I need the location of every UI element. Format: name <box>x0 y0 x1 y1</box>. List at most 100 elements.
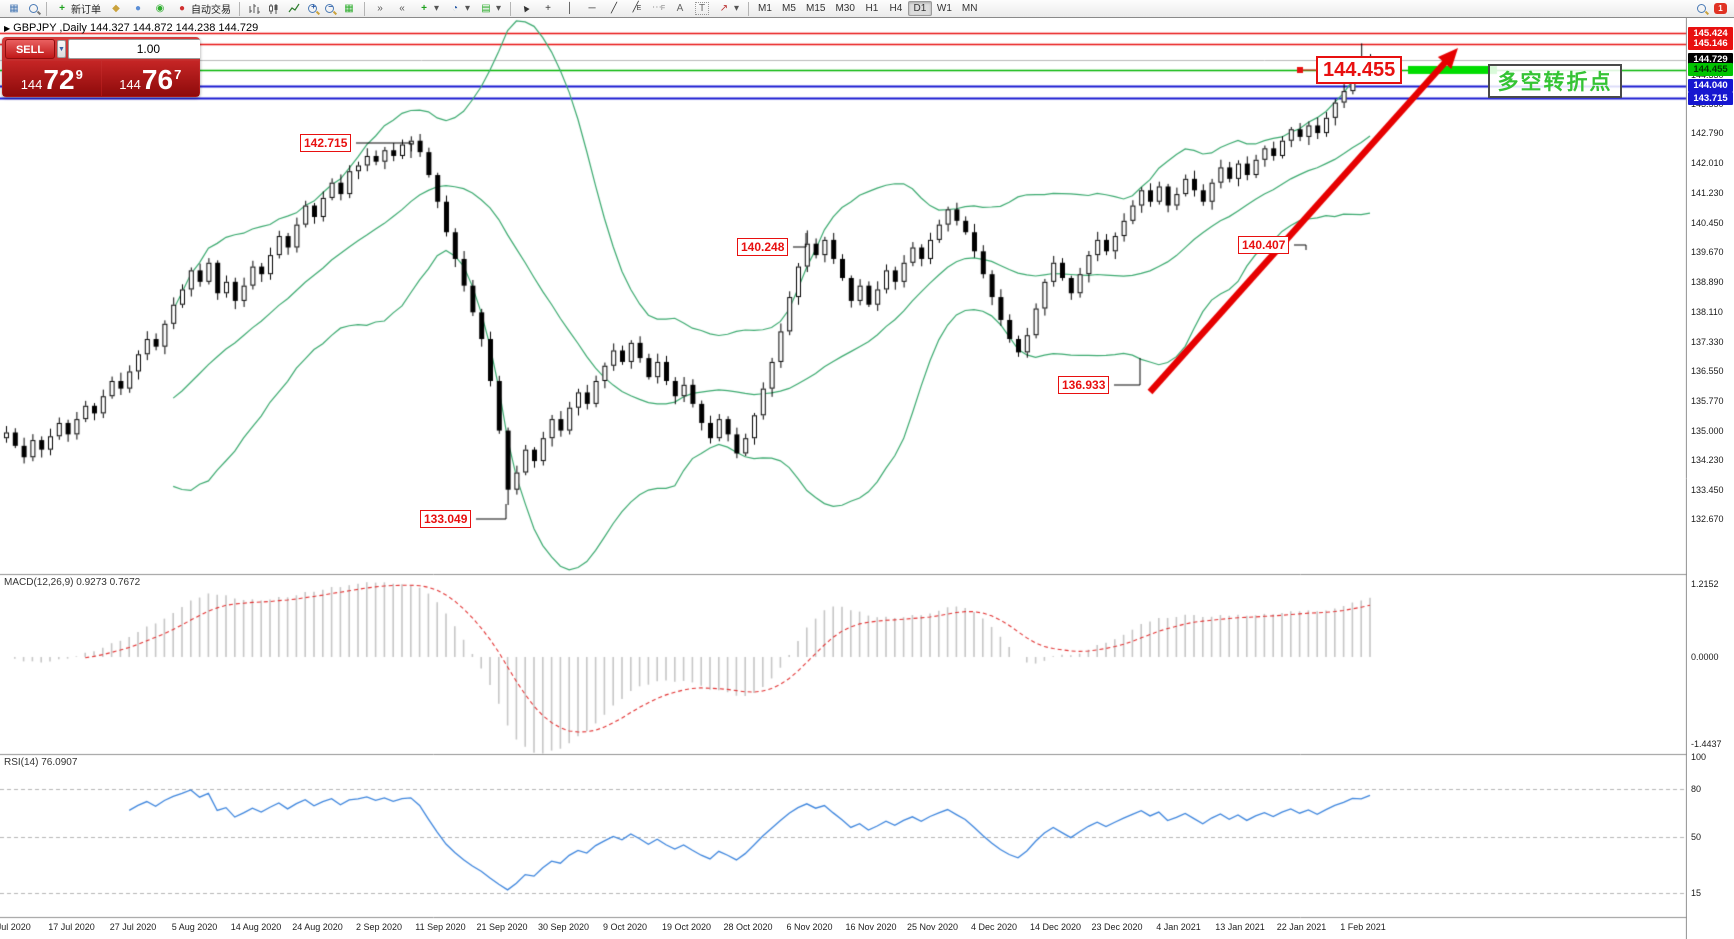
notifications-button[interactable]: 1 <box>1710 1 1731 17</box>
turning-point-label[interactable]: 多空转折点 <box>1488 64 1622 98</box>
chart-marker-icon: ▶ <box>4 24 11 33</box>
crosshair-tool-button[interactable]: + <box>537 1 559 17</box>
timeframe-m5[interactable]: M5 <box>782 3 796 14</box>
date-label: 14 Dec 2020 <box>1029 922 1082 932</box>
volume-decrease-button[interactable]: ▼ <box>57 40 66 58</box>
community-icon: ● <box>134 2 142 14</box>
add-indicator-icon: + <box>421 2 427 14</box>
timeframe-d1[interactable]: D1 <box>907 1 932 16</box>
date-label: 21 Sep 2020 <box>476 922 528 932</box>
search-icon <box>1697 4 1706 13</box>
search-button[interactable] <box>1693 1 1710 17</box>
bid-price[interactable]: 144 72 9 <box>3 61 101 96</box>
chart-price-label[interactable]: 133.049 <box>420 510 472 528</box>
timeframe-group: M1 M5 M15 M30 H1 H4 D1 W1 MN <box>753 1 982 17</box>
chevron-down-icon: ▾ <box>495 2 502 14</box>
ask-price[interactable]: 144 76 7 <box>101 61 199 96</box>
tile-windows-button[interactable]: ▦ <box>338 1 360 17</box>
one-click-trading-panel: SELL ▼ ▲ BUY 144 72 9 144 76 7 <box>2 37 200 97</box>
add-indicator-button[interactable]: + ▾ <box>413 1 444 17</box>
text-label-tool-button[interactable]: T <box>691 1 713 17</box>
timeframe-w1[interactable]: W1 <box>936 3 952 14</box>
notification-badge: 1 <box>1714 3 1727 14</box>
timeframe-m30[interactable]: M30 <box>835 3 855 14</box>
chart-title: ▶ GBPJPY ,Daily 144.327 144.872 144.238 1… <box>4 22 259 34</box>
timeframe-h1[interactable]: H1 <box>865 3 879 14</box>
line-chart-icon <box>288 3 300 12</box>
date-label: 22 Jan 2021 <box>1276 922 1327 932</box>
text-label-icon: T <box>695 2 709 15</box>
rsi-tick: 100 <box>1691 752 1707 762</box>
macd-tick: 0.0000 <box>1691 652 1719 662</box>
date-label: 1 Feb 2021 <box>1340 922 1386 932</box>
vertical-line-icon: │ <box>566 2 574 14</box>
price-axis: 144.330143.550142.790142.010141.230140.4… <box>1687 18 1734 939</box>
toolbar-separator <box>46 1 47 16</box>
autotrading-label: 自动交易 <box>191 5 231 16</box>
text-icon: A <box>676 2 684 14</box>
timeframe-h4[interactable]: H4 <box>889 3 903 14</box>
chart-window-icon[interactable]: ▦ <box>9 2 19 14</box>
trendline-tool-button[interactable]: ╱ <box>603 1 625 17</box>
chart-price-label[interactable]: 140.407 <box>1238 236 1290 254</box>
vertical-line-tool-button[interactable]: │ <box>559 1 581 17</box>
bid-prefix: 144 <box>20 77 43 92</box>
new-order-button[interactable]: + 新订单 <box>51 1 105 17</box>
sell-button[interactable]: SELL <box>5 39 55 59</box>
date-label: 3 Jul 2020 <box>0 922 31 932</box>
chevron-down-icon: ▾ <box>464 2 471 14</box>
timeframe-m1[interactable]: M1 <box>758 3 772 14</box>
autotrading-button[interactable]: ● 自动交易 <box>171 1 235 17</box>
mql5-community-button[interactable]: ● <box>127 1 149 17</box>
market-watch-button[interactable] <box>25 1 42 17</box>
chart-price-label[interactable]: 142.715 <box>300 134 352 152</box>
date-label: 24 Aug 2020 <box>292 922 343 932</box>
chart-price-label[interactable]: 136.933 <box>1058 376 1110 394</box>
zoom-out-icon: − <box>325 2 334 13</box>
line-chart-button[interactable] <box>284 1 304 17</box>
chart-price-label[interactable]: 140.248 <box>737 238 789 256</box>
fibonacci-tool-button[interactable]: ╱E <box>625 1 647 17</box>
period-button[interactable]: ◔ ▾ <box>444 1 475 17</box>
zoom-in-icon: + <box>308 2 317 13</box>
date-label: 9 Oct 2020 <box>602 922 648 932</box>
crosshair-icon: + <box>545 2 551 14</box>
timeframe-m15[interactable]: M15 <box>806 3 826 14</box>
price-tick: 139.670 <box>1691 247 1724 258</box>
template-button[interactable]: ▤ ▾ <box>475 1 506 17</box>
cursor-tool-button[interactable]: ▲ <box>515 1 537 17</box>
new-order-icon: + <box>59 2 65 14</box>
fibo-fan-tool-button[interactable]: ⋯F <box>647 1 669 17</box>
horizontal-line-tool-button[interactable]: ─ <box>581 1 603 17</box>
price-badge: 145.146 <box>1688 37 1733 51</box>
date-label: 4 Dec 2020 <box>970 922 1018 932</box>
chart-canvas[interactable] <box>0 18 1734 939</box>
candle-chart-icon <box>269 3 278 14</box>
bid-big: 72 <box>43 64 75 95</box>
bid-sup: 9 <box>75 67 83 82</box>
bar-chart-button[interactable] <box>244 1 264 17</box>
tile-windows-icon: ▦ <box>344 2 354 14</box>
ask-prefix: 144 <box>119 77 141 92</box>
zoom-out-button[interactable]: − <box>321 1 338 17</box>
date-label: 19 Oct 2020 <box>661 922 712 932</box>
chart-price-label[interactable]: 144.455 <box>1316 56 1403 84</box>
rsi-label: RSI(14) 76.0907 <box>4 757 78 768</box>
date-label: 25 Nov 2020 <box>906 922 959 932</box>
arrows-tool-button[interactable]: ↗ ▾ <box>713 1 744 17</box>
price-tick: 142.010 <box>1691 158 1724 169</box>
date-label: 28 Oct 2020 <box>723 922 773 932</box>
date-label: 17 Jul 2020 <box>48 922 95 932</box>
signals-button[interactable]: ◉ <box>149 1 171 17</box>
auto-scroll-button[interactable]: » <box>369 1 391 17</box>
chart-shift-button[interactable]: « <box>391 1 413 17</box>
candle-chart-button[interactable] <box>264 1 284 17</box>
date-label: 5 Aug 2020 <box>171 922 218 932</box>
history-center-button[interactable]: ◆ <box>105 1 127 17</box>
timeframe-mn[interactable]: MN <box>961 3 978 14</box>
price-tick: 141.230 <box>1691 187 1724 198</box>
text-tool-button[interactable]: A <box>669 1 691 17</box>
volume-input[interactable] <box>67 39 200 59</box>
date-label: 4 Jan 2021 <box>1156 922 1201 932</box>
zoom-in-button[interactable]: + <box>304 1 321 17</box>
